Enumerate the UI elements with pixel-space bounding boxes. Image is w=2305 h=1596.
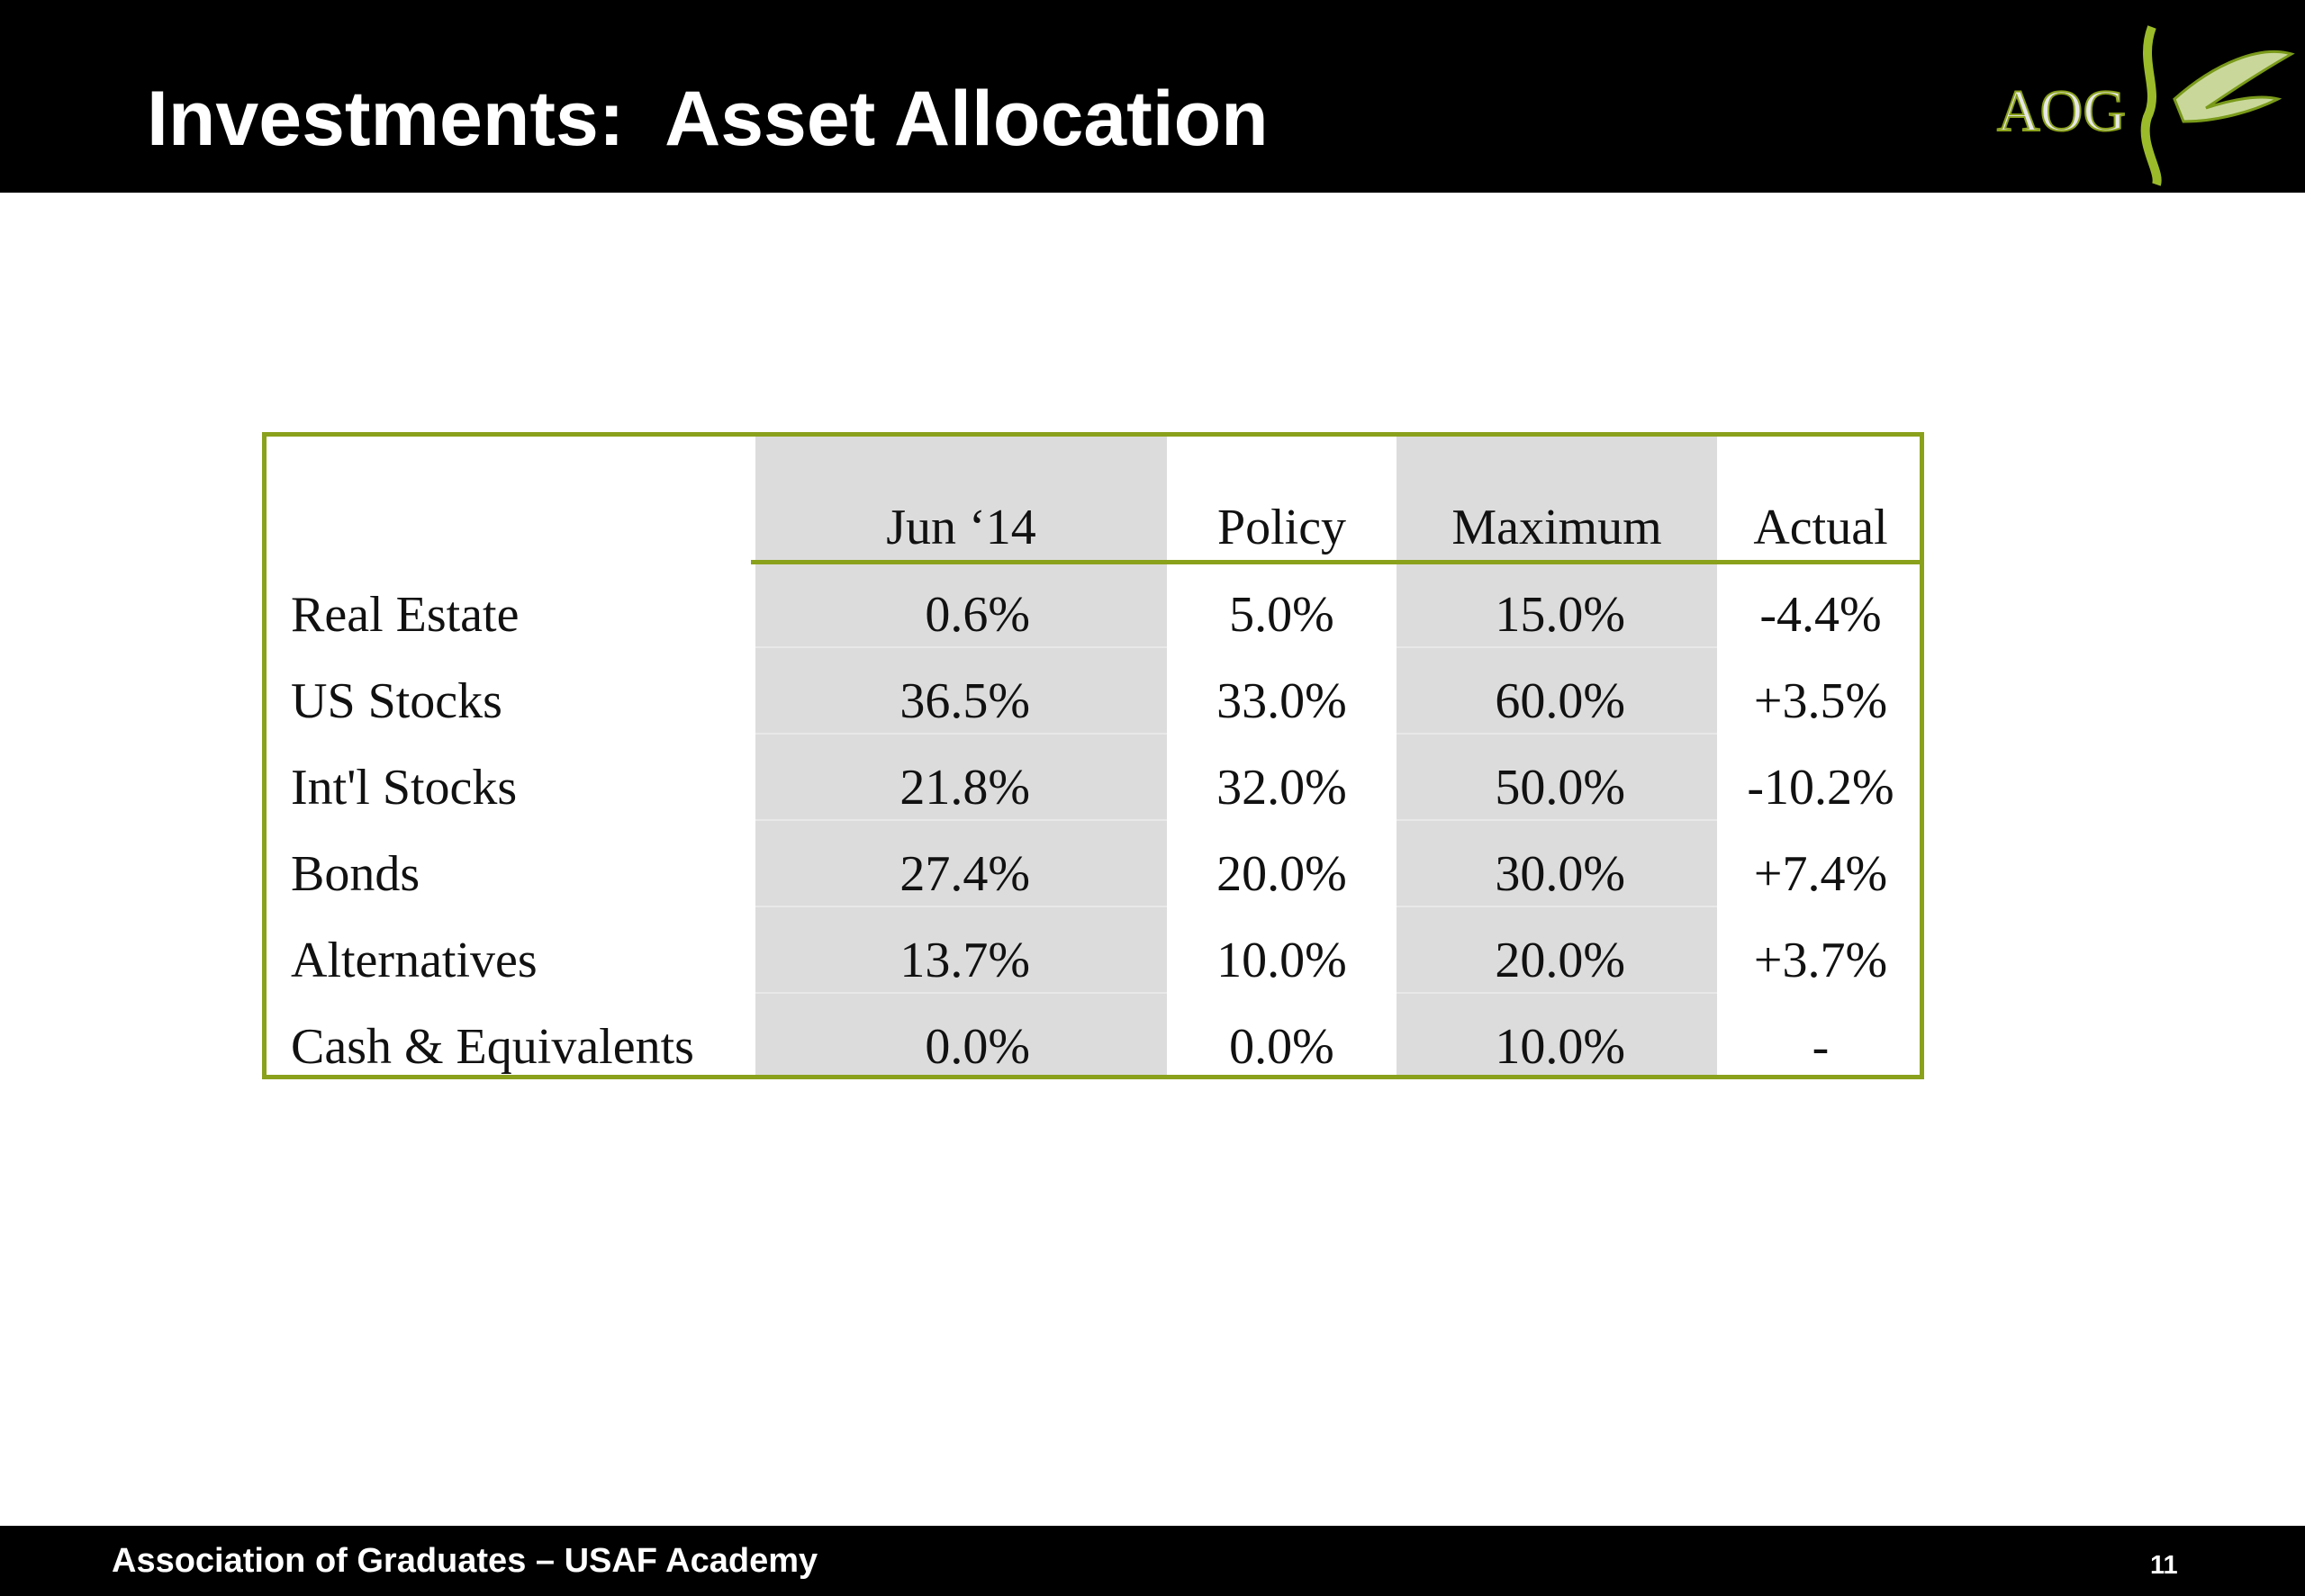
logo-text: AOG [1997, 78, 2126, 144]
table-cell: 33.0% [1216, 673, 1347, 729]
table-cell: 21.8% [899, 760, 1030, 816]
row-separator [755, 819, 1167, 821]
column-shade [755, 437, 1167, 1075]
allocation-table: Jun ‘14 Policy Maximum Actual Real Estate 0.6… [262, 432, 1924, 1079]
table-cell: 60.0% [1495, 673, 1625, 729]
row-separator [1397, 733, 1717, 735]
table-cell: -10.2% [1747, 760, 1894, 816]
row-separator [1397, 646, 1717, 648]
table-cell: 0.0% [925, 1019, 1030, 1075]
row-label: Alternatives [291, 933, 538, 988]
table-cell: +3.7% [1753, 933, 1888, 988]
column-header: Jun ‘14 [886, 500, 1036, 555]
footer-bar: Association of Graduates – USAF Academy … [0, 1526, 2305, 1596]
table-cell: 32.0% [1216, 760, 1347, 816]
row-separator [755, 733, 1167, 735]
row-separator [755, 646, 1167, 648]
table-cell: +7.4% [1753, 846, 1888, 902]
table-cell: - [1812, 1019, 1830, 1075]
row-label: Bonds [291, 846, 420, 902]
footer-text: Association of Graduates – USAF Academy [112, 1542, 818, 1580]
table-cell: 15.0% [1495, 587, 1625, 643]
table-cell: -4.4% [1759, 587, 1882, 643]
row-label: Cash & Equivalents [291, 1019, 694, 1075]
row-separator [755, 992, 1167, 994]
column-header: Policy [1216, 500, 1347, 555]
logo-propeller [2140, 25, 2162, 186]
table-cell: 10.0% [1495, 1019, 1625, 1075]
row-separator [1397, 992, 1717, 994]
table-cell: 10.0% [1216, 933, 1347, 988]
table-cell: 0.0% [1229, 1019, 1334, 1075]
row-label: Real Estate [291, 587, 520, 643]
table-cell: 36.5% [899, 673, 1030, 729]
row-separator [1397, 819, 1717, 821]
column-shade [1397, 437, 1717, 1075]
column-header: Actual [1753, 500, 1888, 555]
logo-wing [2173, 50, 2295, 123]
table-cell: 13.7% [899, 933, 1030, 988]
table-cell: 27.4% [899, 846, 1030, 902]
row-label: US Stocks [291, 673, 502, 729]
table-cell: 50.0% [1495, 760, 1625, 816]
header-rule [751, 560, 1924, 564]
table-cell: 20.0% [1216, 846, 1347, 902]
header-bar: Investments: Asset Allocation AOG [0, 0, 2305, 193]
table-cell: 20.0% [1495, 933, 1625, 988]
slide-title: Investments: Asset Allocation [147, 76, 1269, 162]
column-header: Maximum [1451, 500, 1662, 555]
logo: AOG [1996, 25, 2295, 186]
table-cell: 0.6% [925, 587, 1030, 643]
row-separator [755, 906, 1167, 907]
row-label: Int'l Stocks [291, 760, 518, 816]
row-separator [1397, 906, 1717, 907]
table-cell: 30.0% [1495, 846, 1625, 902]
table-cell: 5.0% [1229, 587, 1334, 643]
table-cell: +3.5% [1753, 673, 1888, 729]
page-number: 11 [2150, 1551, 2178, 1580]
